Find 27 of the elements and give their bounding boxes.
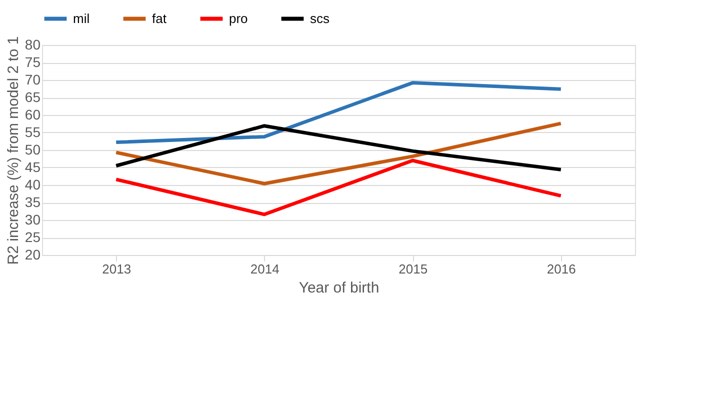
x-axis-title: Year of birth	[298, 280, 380, 296]
legend-label: pro	[229, 10, 248, 26]
y-tick-label: 35	[24, 194, 41, 210]
line-series	[114, 122, 563, 186]
line-series	[114, 124, 563, 172]
legend-label: fat	[152, 10, 167, 26]
y-tick-label: 20	[24, 246, 41, 262]
x-tick-label: 2013	[102, 262, 132, 276]
y-tick-label: 70	[24, 72, 41, 88]
x-tick-label: 2015	[398, 262, 428, 276]
x-tick-label: 2014	[250, 262, 280, 276]
line-series	[114, 81, 563, 144]
y-tick-label: 60	[24, 106, 41, 122]
y-tick-label: 40	[24, 176, 41, 192]
y-tick-label: 25	[24, 229, 41, 245]
legend-label: mil	[73, 10, 90, 26]
x-tick-label: 2016	[546, 262, 576, 276]
y-tick-label: 50	[24, 142, 41, 158]
legend-label: scs	[310, 10, 330, 26]
y-tick-label: 30	[24, 212, 41, 228]
line-series	[114, 158, 563, 216]
y-tick-label: 45	[24, 159, 41, 175]
y-tick-label: 75	[24, 54, 41, 70]
y-tick-label: 80	[24, 36, 41, 52]
y-tick-label: 55	[24, 124, 41, 140]
y-tick-label: 65	[24, 89, 41, 105]
y-axis-title: R2 increase (%) from model 2 to 1	[4, 36, 22, 265]
